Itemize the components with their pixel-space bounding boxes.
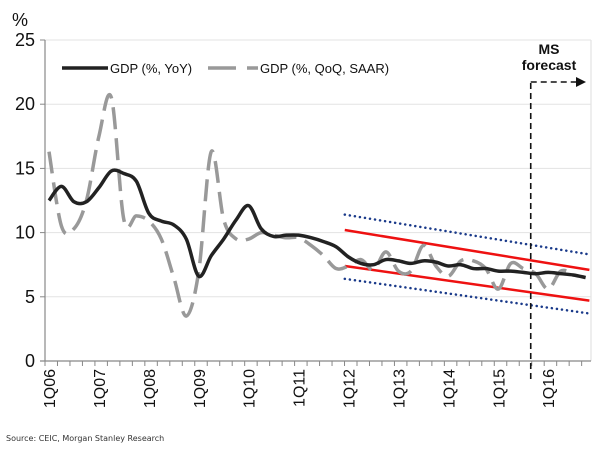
y-tick-label: 25 xyxy=(15,30,35,50)
y-tick-label: 10 xyxy=(15,223,35,243)
y-tick-label: 5 xyxy=(25,287,35,307)
x-tick-label: 1Q13 xyxy=(391,369,408,408)
forecast-label-line1: MS xyxy=(539,41,560,57)
x-tick-label: 1Q09 xyxy=(192,369,209,408)
upper-red-channel xyxy=(344,228,590,272)
x-tick-label: 1Q11 xyxy=(292,369,309,407)
x-tick-label: 1Q07 xyxy=(92,369,109,408)
x-tick-label: 1Q15 xyxy=(491,369,508,408)
x-tick-labels: 1Q06 1Q07 1Q08 1Q09 1Q10 1Q11 1Q12 1Q13 1Q14 1Q15… xyxy=(42,369,558,408)
y-tick-labels: 0 5 10 15 20 25 xyxy=(15,30,35,371)
forecast-label-line2: forecast xyxy=(522,57,577,73)
legend-label-yoy: GDP (%, YoY) xyxy=(110,61,192,76)
legend-label-qoq: GDP (%, QoQ, SAAR) xyxy=(260,61,389,76)
y-axis-label: % xyxy=(12,10,28,30)
x-tick-label: 1Q16 xyxy=(541,369,558,408)
x-tick-label: 1Q10 xyxy=(242,369,259,408)
trend-channels xyxy=(343,213,591,315)
legend: GDP (%, YoY) GDP (%, QoQ, SAAR) xyxy=(62,61,389,76)
axes xyxy=(40,39,591,366)
y-tick-label: 0 xyxy=(25,351,35,371)
series-line-gdp-yoy xyxy=(47,168,587,280)
x-tick-label: 1Q14 xyxy=(441,369,458,408)
forecast-marker: MS forecast xyxy=(522,41,586,379)
forecast-arrow-head-icon xyxy=(576,77,586,87)
source-note: Source: CEIC, Morgan Stanley Research xyxy=(6,434,165,443)
series-line-gdp-qoq-saar xyxy=(47,93,574,318)
lower-red-channel xyxy=(344,264,590,302)
x-tick-label: 1Q08 xyxy=(142,369,159,408)
upper-blue-band xyxy=(343,213,591,256)
gridlines xyxy=(45,39,592,361)
y-tick-label: 15 xyxy=(15,158,35,178)
x-tick-label: 1Q12 xyxy=(342,369,359,408)
lower-blue-band xyxy=(343,277,591,315)
y-tick-label: 20 xyxy=(15,94,35,114)
x-tick-label: 1Q06 xyxy=(42,369,59,408)
series-lines xyxy=(47,93,587,318)
